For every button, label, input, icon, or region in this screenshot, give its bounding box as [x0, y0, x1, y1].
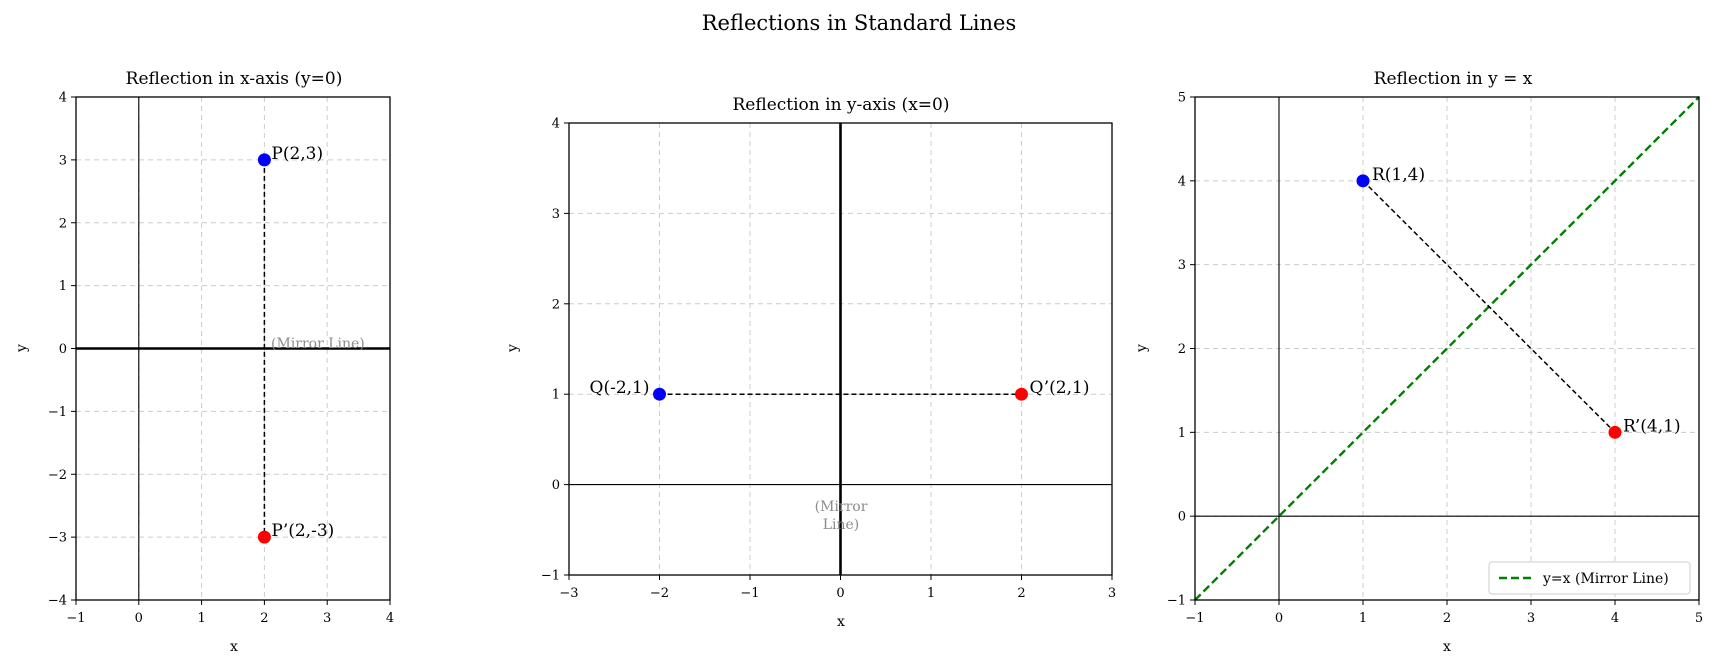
y-tick-label: 3 [1178, 258, 1186, 273]
y-tick-label: 3 [59, 153, 67, 168]
x-tick-label: 4 [1611, 611, 1619, 626]
plot-layer: −1 0 1 2 3 4 5 −1 0 1 2 3 4 5 R(1,4) R’(4,1) [1167, 91, 1703, 627]
reflected-point [257, 530, 271, 544]
point-label: R’(4,1) [1623, 416, 1681, 436]
original-point [1356, 174, 1370, 188]
x-tick-label: 3 [323, 611, 331, 626]
y-tick-label: −1 [541, 569, 560, 584]
x-tick-label: −2 [650, 586, 669, 601]
y-tick-label: 1 [59, 279, 67, 294]
legend-entry: y=x (Mirror Line) [1542, 571, 1669, 587]
y-tick-label: −1 [1167, 594, 1186, 609]
reflected-point [1608, 425, 1622, 439]
x-tick-label: 3 [1527, 611, 1535, 626]
x-tick-label: 3 [1108, 586, 1116, 601]
x-axis-label: x [837, 614, 845, 630]
x-tick-label: 2 [260, 611, 268, 626]
point-label: Q’(2,1) [1030, 378, 1090, 398]
x-tick-label: 0 [836, 586, 844, 601]
plot-layer: −3 −2 −1 0 1 2 3 −1 0 1 2 3 4 Q(-2,1) Q’(2,1) [541, 117, 1116, 602]
y-axis-label: y [505, 344, 521, 353]
y-tick-label: 5 [1178, 91, 1186, 106]
x-axis-label: x [230, 639, 238, 655]
y-tick-label: 2 [59, 216, 67, 231]
panel-x-axis-reflection: −1 0 1 2 3 4 −4 −3 −2 −1 0 1 2 3 4 P(2,3) P’(2,-3) Refle… [14, 69, 394, 655]
x-tick-label: 4 [386, 611, 394, 626]
original-point [653, 387, 666, 401]
mirror-line-annotation-line-2: Line) [823, 517, 860, 533]
y-tick-label: 3 [552, 207, 560, 222]
x-tick-label: 0 [135, 611, 143, 626]
panel-title: Reflection in x-axis (y=0) [126, 69, 343, 89]
x-tick-label: 2 [1443, 611, 1451, 626]
plot-layer: −1 0 1 2 3 4 −4 −3 −2 −1 0 1 2 3 4 P(2,3) P’(2,-3) [48, 91, 394, 627]
point-label: R(1,4) [1372, 165, 1425, 185]
y-tick-label: −2 [48, 468, 67, 483]
x-tick-label: 1 [927, 586, 935, 601]
y-tick-label: −4 [48, 594, 67, 609]
y-tick-label: 0 [1178, 510, 1186, 525]
y-tick-label: 1 [552, 388, 560, 403]
reflection-connector [1362, 180, 1616, 433]
legend: y=x (Mirror Line) [1488, 561, 1691, 595]
mirror-line-annotation-line-1: (Mirror [815, 499, 868, 515]
x-tick-label: −1 [740, 586, 759, 601]
panel-y-equals-x-reflection: −1 0 1 2 3 4 5 −1 0 1 2 3 4 5 R(1,4) R’(4,1) Reflection… [1134, 69, 1703, 655]
x-tick-label: −1 [66, 611, 85, 626]
y-tick-label: 2 [1178, 342, 1186, 357]
y-tick-label: 4 [552, 117, 560, 132]
point-label: P(2,3) [271, 144, 323, 164]
y-tick-label: 1 [1178, 426, 1186, 441]
y-tick-label: −3 [48, 531, 67, 546]
y-tick-label: 4 [1178, 174, 1186, 189]
x-tick-label: 0 [1275, 611, 1283, 626]
figure-suptitle: Reflections in Standard Lines [702, 11, 1017, 35]
x-tick-label: 2 [1017, 586, 1025, 601]
y-axis-label: y [1134, 344, 1150, 353]
panel-title: Reflection in y-axis (x=0) [733, 95, 950, 115]
x-axis-label: x [1443, 639, 1451, 655]
mirror-line-annotation: (Mirror Line) [271, 336, 365, 352]
x-tick-label: 1 [197, 611, 205, 626]
x-tick-label: −3 [559, 586, 578, 601]
legend-box [1488, 561, 1691, 595]
reflected-point [1015, 387, 1028, 401]
y-tick-label: 0 [59, 342, 67, 357]
y-tick-label: 0 [552, 478, 560, 493]
x-tick-label: 5 [1695, 611, 1703, 626]
x-tick-label: 1 [1359, 611, 1367, 626]
original-point [257, 153, 271, 167]
panel-title: Reflection in y = x [1374, 69, 1533, 89]
mirror-line [1194, 96, 1700, 601]
y-tick-label: 2 [552, 297, 560, 312]
y-tick-label: 4 [59, 91, 67, 106]
point-label: P’(2,-3) [271, 521, 334, 541]
x-tick-label: −1 [1185, 611, 1204, 626]
y-tick-label: −1 [48, 405, 67, 420]
point-label: Q(-2,1) [590, 378, 650, 398]
y-axis-label: y [14, 344, 30, 353]
panel-y-axis-reflection: −3 −2 −1 0 1 2 3 −1 0 1 2 3 4 Q(-2,1) Q’(2,1) Reflecti… [505, 95, 1116, 630]
